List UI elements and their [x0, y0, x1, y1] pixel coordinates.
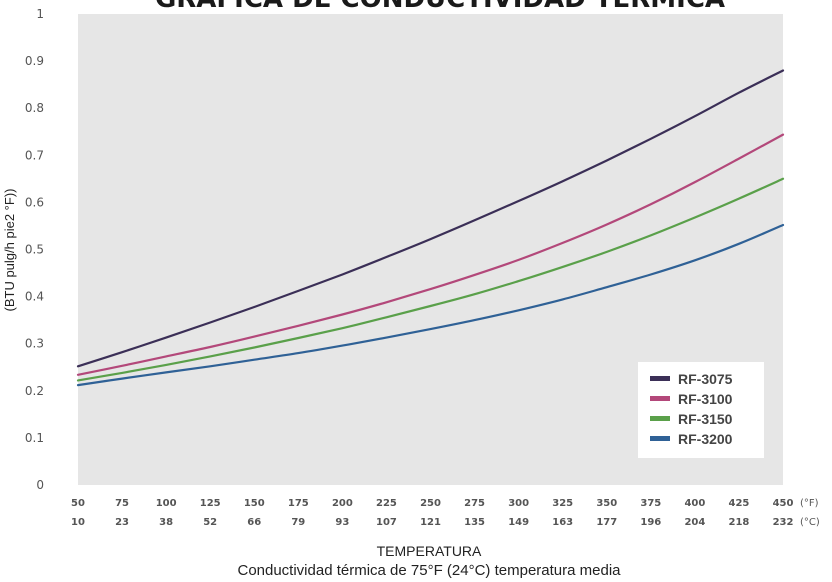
legend-swatch — [650, 436, 670, 441]
series-line-rf-3100 — [76, 133, 785, 376]
y-tick-label: 0.7 — [25, 148, 44, 162]
x-tick-label-celsius: 204 — [684, 517, 705, 528]
x-tick-label-celsius: 149 — [508, 517, 529, 528]
y-tick-label: 0.8 — [25, 101, 44, 115]
x-tick-label-fahrenheit: 100 — [156, 498, 177, 509]
x-tick-label-celsius: 23 — [115, 517, 129, 528]
legend-label: RF-3075 — [678, 371, 733, 387]
chart-subtitle: Conductividad térmica de 75°F (24°C) tem… — [237, 562, 621, 579]
x-tick-label-celsius: 163 — [552, 517, 573, 528]
x-tick-label-celsius: 218 — [729, 517, 750, 528]
y-tick-label: 0 — [36, 478, 44, 492]
x-tick-label-celsius: 52 — [203, 517, 217, 528]
y-tick-label: 1 — [36, 7, 44, 21]
x-tick-label-fahrenheit: 200 — [332, 498, 353, 509]
y-tick-label: 0.6 — [25, 195, 44, 209]
x-tick-label-fahrenheit: 375 — [640, 498, 661, 509]
x-tick-label-fahrenheit: 250 — [420, 498, 441, 509]
x-tick-label-celsius: 196 — [640, 517, 661, 528]
x-tick-label-celsius: 121 — [420, 517, 441, 528]
legend-label: RF-3200 — [678, 431, 733, 447]
x-unit-celsius: (°C) — [800, 517, 820, 528]
x-tick-label-fahrenheit: 150 — [244, 498, 265, 509]
x-tick-label-celsius: 66 — [247, 517, 261, 528]
x-tick-label-fahrenheit: 350 — [596, 498, 617, 509]
x-tick-label-fahrenheit: 125 — [200, 498, 221, 509]
x-tick-label-fahrenheit: 50 — [71, 498, 85, 509]
y-axis-ticks: 0 0.1 0.2 0.3 0.4 0.5 0.6 0.7 0.8 0.9 1 — [25, 7, 44, 492]
x-tick-label-fahrenheit: 400 — [684, 498, 705, 509]
series-lines — [76, 69, 785, 387]
x-tick-label-celsius: 135 — [464, 517, 485, 528]
x-tick-label-fahrenheit: 300 — [508, 498, 529, 509]
x-tick-label-celsius: 107 — [376, 517, 397, 528]
y-tick-label: 0.1 — [25, 431, 44, 445]
x-tick-label-fahrenheit: 450 — [773, 498, 794, 509]
series-line-rf-3200 — [76, 223, 785, 387]
legend-label: RF-3100 — [678, 391, 733, 407]
y-tick-label: 0.9 — [25, 54, 44, 68]
legend: RF-3075 RF-3100 RF-3150 RF-3200 — [638, 362, 764, 458]
x-tick-label-fahrenheit: 175 — [288, 498, 309, 509]
x-tick-label-celsius: 177 — [596, 517, 617, 528]
y-tick-label: 0.4 — [25, 290, 44, 304]
x-tick-label-fahrenheit: 425 — [729, 498, 750, 509]
x-tick-label-fahrenheit: 75 — [115, 498, 129, 509]
legend-swatch — [650, 396, 670, 401]
legend-swatch — [650, 376, 670, 381]
x-tick-label-celsius: 93 — [335, 517, 349, 528]
x-tick-label-celsius: 10 — [71, 517, 85, 528]
series-line-rf-3150 — [76, 177, 785, 382]
legend-label: RF-3150 — [678, 411, 733, 427]
chart-title: GRÁFICA DE CONDUCTIVIDAD TÉRMICA — [155, 0, 725, 14]
x-unit-fahrenheit: (°F) — [800, 498, 819, 509]
x-tick-label-celsius: 38 — [159, 517, 173, 528]
x-tick-label-celsius: 79 — [291, 517, 305, 528]
x-axis-label: TEMPERATURA — [377, 543, 482, 559]
y-axis-label: (BTU pulg/h pie2 °F)) — [2, 189, 17, 312]
y-tick-label: 0.3 — [25, 337, 44, 351]
series-line-rf-3075 — [76, 69, 785, 368]
x-tick-label-fahrenheit: 275 — [464, 498, 485, 509]
x-tick-label-fahrenheit: 225 — [376, 498, 397, 509]
y-tick-label: 0.5 — [25, 243, 44, 257]
x-axis-ticks: 50 10 75 23 100 38 125 52 150 66 175 79 200 93 225 107 2… — [71, 498, 793, 528]
x-tick-label-fahrenheit: 325 — [552, 498, 573, 509]
x-tick-label-celsius: 232 — [773, 517, 794, 528]
legend-swatch — [650, 416, 670, 421]
y-tick-label: 0.2 — [25, 384, 44, 398]
